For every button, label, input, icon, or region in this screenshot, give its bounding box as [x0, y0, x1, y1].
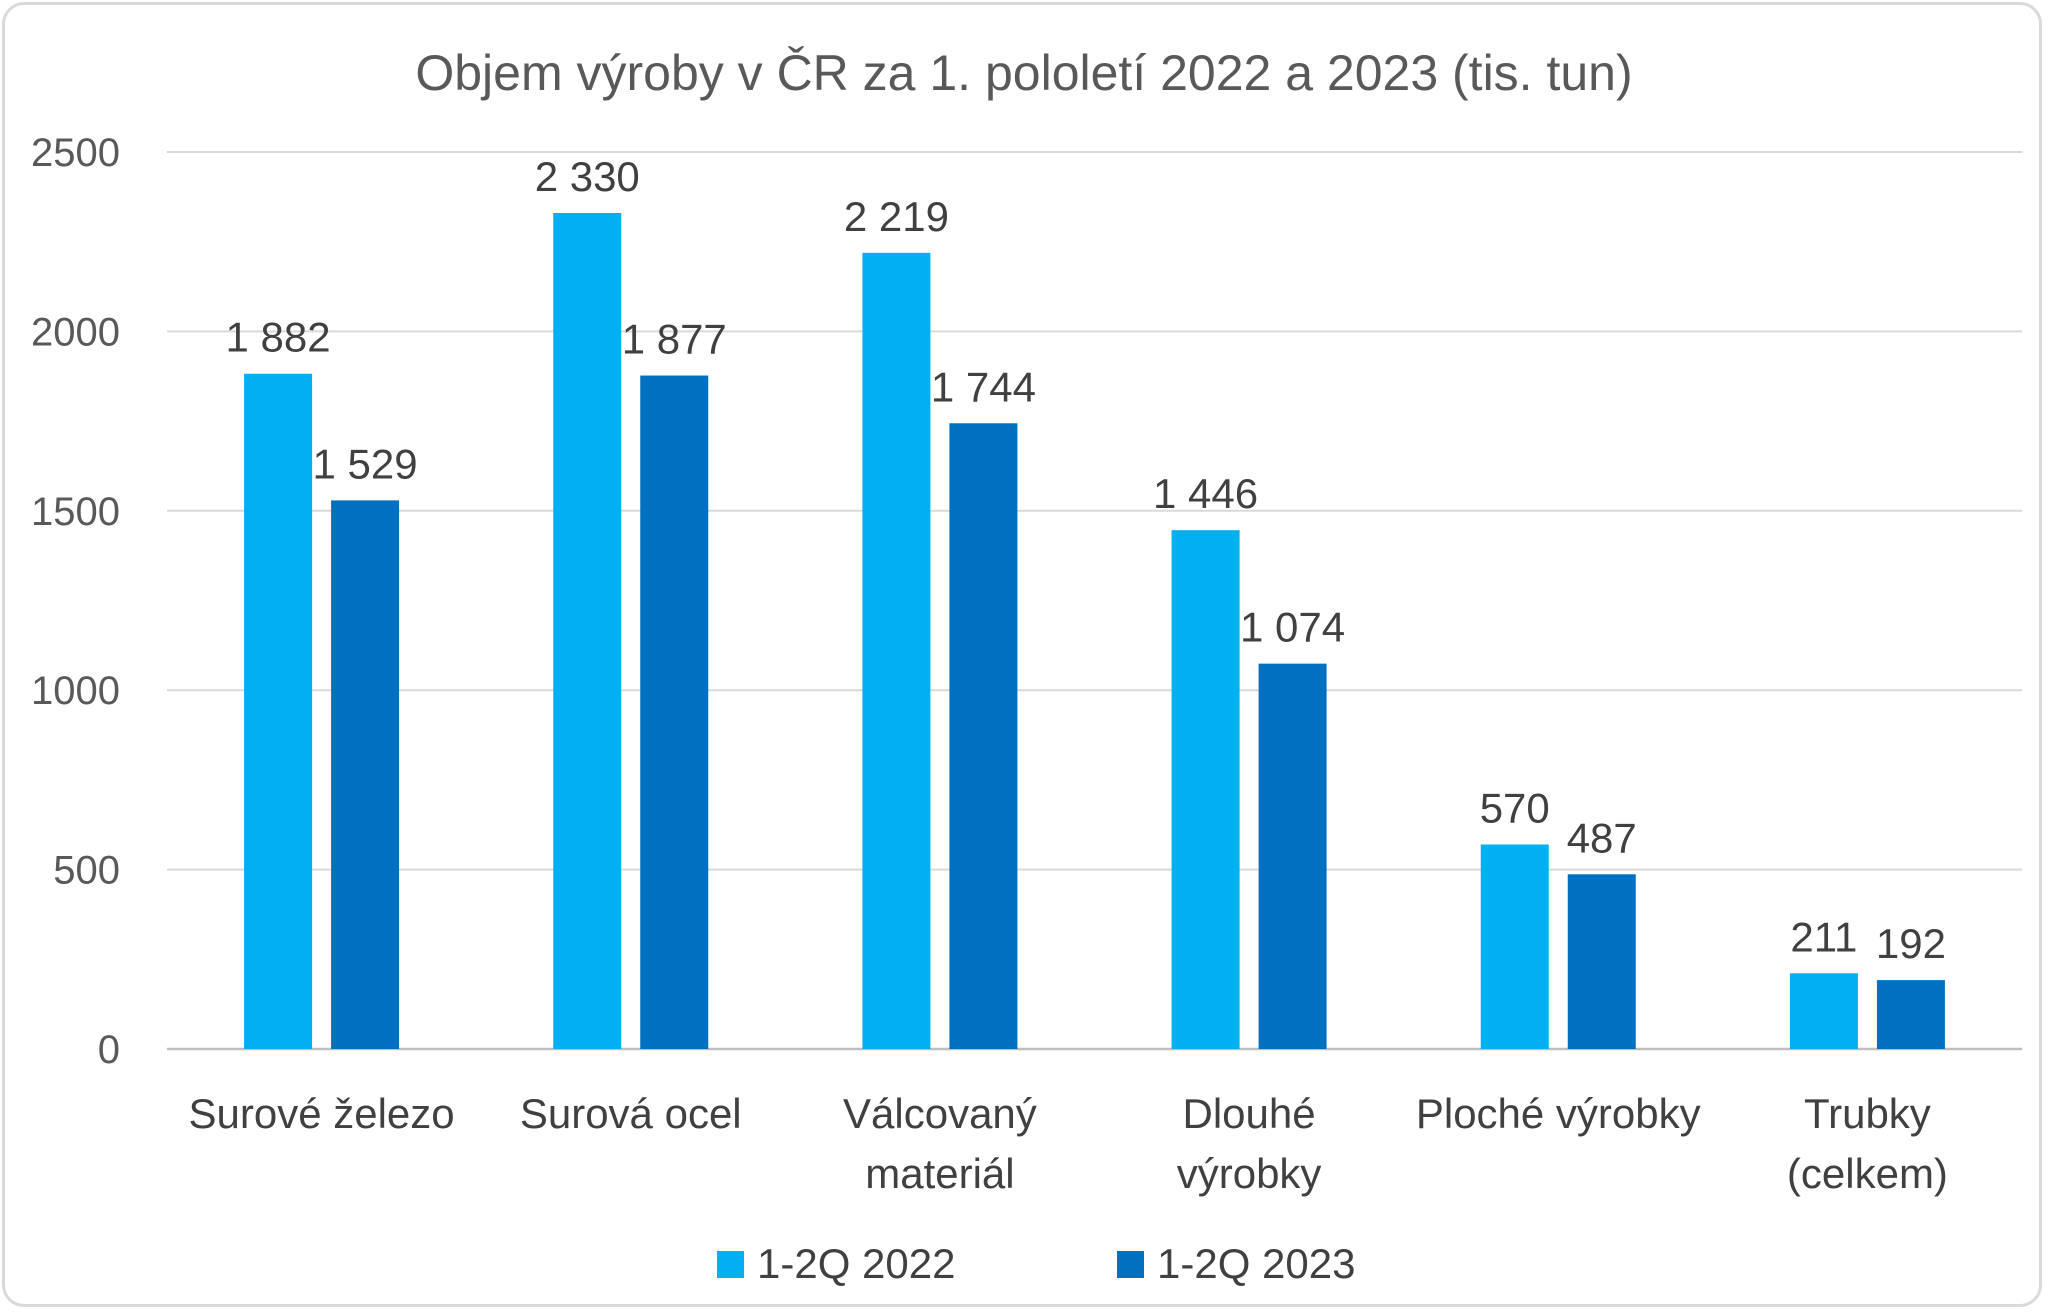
- bar: [1876, 980, 1945, 1049]
- category-label: (celkem): [1787, 1150, 1948, 1197]
- category-label: Válcovaný: [843, 1090, 1037, 1137]
- data-label: 487: [1567, 814, 1637, 861]
- bars: [244, 212, 1945, 1050]
- bar: [949, 423, 1018, 1049]
- data-label: 1 882: [226, 314, 331, 361]
- data-label: 192: [1876, 920, 1946, 967]
- category-label: materiál: [865, 1150, 1014, 1197]
- legend-swatch: [717, 1251, 744, 1278]
- bar: [1258, 663, 1327, 1049]
- bar: [244, 373, 313, 1049]
- legend: 1-2Q 2022 1-2Q 2023: [717, 1240, 1355, 1287]
- category-label: Surová ocel: [520, 1090, 742, 1137]
- data-label: 1 877: [622, 316, 727, 363]
- x-axis-categories: Surové železo Surová ocel Válcovaný materiá…: [189, 1090, 1948, 1197]
- y-tick-label: 500: [53, 849, 120, 893]
- data-label: 1 529: [313, 440, 418, 487]
- bar: [553, 212, 622, 1050]
- bar: [1789, 973, 1858, 1049]
- data-label: 2 330: [535, 153, 640, 200]
- category-label: Dlouhé: [1183, 1090, 1316, 1137]
- bar: [1480, 844, 1549, 1049]
- y-tick-label: 1000: [31, 669, 120, 713]
- legend-label: 1-2Q 2022: [757, 1240, 955, 1287]
- y-axis-ticks: 0 500 1000 1500 2000 2500: [31, 131, 120, 1072]
- category-label: Ploché výrobky: [1416, 1090, 1701, 1137]
- data-label: 1 744: [931, 363, 1036, 410]
- data-label: 1 446: [1153, 470, 1258, 517]
- data-label: 2 219: [844, 193, 949, 240]
- data-label: 211: [1790, 913, 1857, 960]
- gridlines: [167, 151, 2022, 1051]
- y-tick-label: 0: [98, 1028, 120, 1072]
- legend-label: 1-2Q 2023: [1157, 1240, 1355, 1287]
- bar: [331, 500, 400, 1050]
- bar: [640, 375, 709, 1049]
- bar: [862, 252, 931, 1049]
- legend-swatch: [1117, 1251, 1144, 1278]
- data-label: 570: [1480, 784, 1550, 831]
- chart-title: Objem výroby v ČR za 1. pololetí 2022 a …: [415, 45, 1632, 101]
- y-tick-label: 2500: [31, 131, 120, 175]
- y-tick-label: 1500: [31, 490, 120, 534]
- bar: [1567, 874, 1636, 1049]
- category-label: výrobky: [1177, 1150, 1322, 1197]
- data-label: 1 074: [1240, 604, 1345, 651]
- y-tick-label: 2000: [31, 310, 120, 354]
- category-label: Surové železo: [189, 1090, 455, 1137]
- data-labels: 1 882 1 529 2 330 1 877 2 219 1 744 1 446 1 074…: [226, 153, 1946, 967]
- category-label: Trubky: [1804, 1090, 1931, 1137]
- bar: [1171, 530, 1240, 1049]
